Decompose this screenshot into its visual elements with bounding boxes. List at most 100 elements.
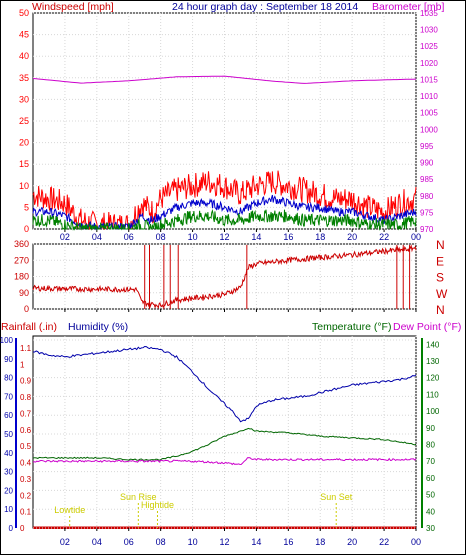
x-tick-label: 08 [156,232,166,242]
temperature-y-tick-label: 100 [426,407,440,416]
x-tick-label: 06 [124,537,134,547]
barometer-y-tick-label: 1000 [420,125,438,134]
humidity-y-tick-label: 100 [0,336,14,345]
rainfall-y-tick-label: 0.5 [20,442,32,451]
direction-y-tick-label: 90 [19,288,29,298]
direction-y-tick-label: 180 [14,272,29,282]
humidity-y-tick-label: 30 [4,468,13,477]
humidity-line [33,345,417,423]
x-tick-label: 18 [315,232,325,242]
rainfall-y-tick-label: 1.1 [20,344,32,353]
temperature-axis-label: Temperature (°F) [312,321,391,333]
temperature-y-tick-label: 120 [426,374,440,383]
wind-y-tick-label: 5 [24,202,29,212]
humidity-y-tick-label: 80 [4,374,13,383]
compass-tick-label: N [436,303,445,317]
compass-tick-label: E [436,254,444,268]
x-tick-label: 00 [411,232,421,242]
x-tick-label: 06 [124,232,134,242]
rainfall-y-tick-label: 0.7 [20,409,32,418]
grid-layer [33,12,417,531]
x-tick-label: 12 [219,232,229,242]
dewpoint-axis-label: Dew Point (°F) [393,321,461,333]
temperature-y-tick-label: 60 [426,474,435,483]
x-tick-label: 12 [219,537,229,547]
rainfall-y-tick-label: 0.1 [20,508,32,517]
temperature-line [32,427,417,461]
humidity-y-tick-label: 60 [4,411,13,420]
x-tick-label: 14 [251,537,261,547]
temperature-y-tick-label: 30 [426,524,435,533]
wind-y-tick-label: 25 [19,116,29,126]
temperature-y-tick-label: 70 [426,457,435,466]
x-tick-label: 20 [347,537,357,547]
dewpoint-line [32,457,417,466]
barometer-y-tick-label: 985 [420,175,434,184]
x-tick-label: 08 [156,537,166,547]
x-tick-label: 18 [315,537,325,547]
chart-title: 24 hour graph day : September 18 2014 [172,1,358,13]
x-tick-label: 20 [347,232,357,242]
x-tick-label: 02 [60,232,70,242]
temperature-y-tick-label: 140 [426,340,440,349]
x-tick-label: 22 [379,537,389,547]
direction-y-tick-label: 0 [24,304,29,314]
temperature-y-tick-label: 110 [426,390,439,399]
barometer-y-tick-label: 1015 [420,75,438,84]
humidity-y-tick-label: 70 [4,392,13,401]
rainfall-y-tick-label: 0.8 [20,393,32,402]
temperature-y-tick-label: 80 [426,441,435,450]
wind-y-tick-label: 20 [19,138,29,148]
barometer-line [32,75,417,84]
humidity-y-tick-label: 10 [4,505,13,514]
x-tick-label: 16 [283,232,293,242]
humidity-axis-label: Humidity (%) [68,321,128,333]
event-label: Sun Rise [120,492,157,502]
wind-y-tick-label: 40 [19,51,29,61]
temperature-y-tick-label: 40 [426,507,435,516]
rainfall-y-tick-label: 0.2 [20,491,32,500]
temperature-y-tick-label: 130 [426,357,440,366]
temperature-y-tick-label: 50 [426,491,435,500]
rainfall-y-tick-label: 0.6 [20,426,32,435]
x-tick-label: 10 [188,537,198,547]
x-tick-label: 10 [188,232,198,242]
wind-y-tick-label: 50 [19,8,29,18]
compass-tick-label: S [436,271,444,285]
barometer-y-tick-label: 1025 [420,42,438,51]
x-tick-label: 00 [411,537,421,547]
barometer-y-tick-label: 1035 [420,9,438,18]
event-label: Lowtide [54,505,85,515]
wind-y-tick-label: 35 [19,73,29,83]
wind-direction-line [32,244,417,310]
humidity-y-tick-label: 20 [4,486,13,495]
temperature-y-tick-label: 90 [426,424,435,433]
wind-y-tick-label: 10 [19,181,29,191]
x-tick-label: 16 [283,537,293,547]
compass-tick-label: N [436,238,445,252]
direction-y-tick-label: 360 [14,239,29,249]
x-tick-label: 02 [60,537,70,547]
x-tick-label: 22 [379,232,389,242]
series-layer [32,75,417,528]
humidity-y-tick-label: 0 [9,524,14,533]
rainfall-y-tick-label: 0.3 [20,475,32,484]
x-tick-label: 04 [92,537,102,547]
wind-y-tick-label: 30 [19,94,29,104]
event-label: Sun Set [320,492,353,502]
event-label: Hightide [141,500,174,510]
barometer-y-tick-label: 1020 [420,59,438,68]
rainfall-y-tick-label: 0.4 [20,459,32,468]
x-tick-label: 04 [92,232,102,242]
wind-y-tick-label: 45 [19,30,29,40]
windspeed-axis-label: Windspeed [mph] [32,1,114,13]
barometer-y-tick-label: 1010 [420,92,438,101]
wind-y-tick-label: 15 [19,159,29,169]
rainfall-axis-label: Rainfall (.in) [1,321,57,333]
direction-y-tick-label: 270 [14,255,29,265]
